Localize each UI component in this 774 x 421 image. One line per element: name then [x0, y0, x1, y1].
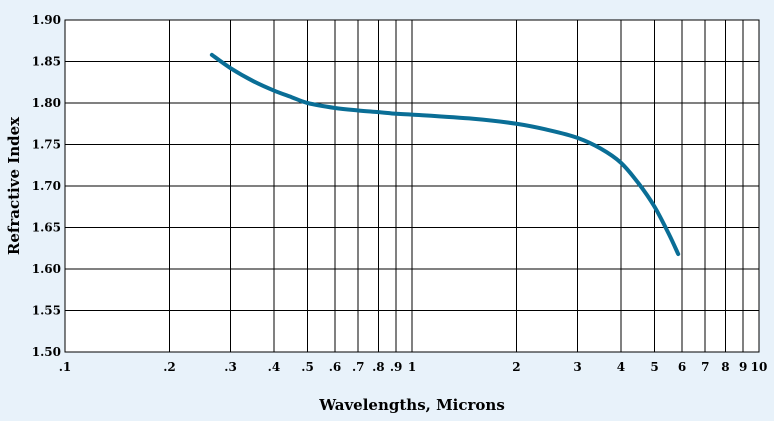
series-layer	[209, 52, 681, 257]
y-tick-label: 1.60	[32, 262, 61, 276]
tick-labels: .1 .2 .3 .4 .5 .6 .7 .8 .9 1 2 3 4 5 6 7 8 9 10 1.50 1.55 1.6…	[32, 13, 768, 374]
y-axis-title: Refractive Index	[5, 116, 23, 255]
x-tick-label: 6	[678, 360, 686, 374]
x-tick-label: 8	[721, 360, 729, 374]
y-tick-label: 1.55	[32, 304, 61, 318]
x-tick-label: 5	[650, 360, 658, 374]
x-tick-label: .9	[390, 360, 403, 374]
x-tick-label: .5	[301, 360, 314, 374]
x-tick-label: .3	[224, 360, 237, 374]
x-tick-label: .6	[329, 360, 342, 374]
x-tick-label: .4	[268, 360, 281, 374]
y-tick-label: 1.50	[32, 345, 61, 359]
y-tick-label: 1.90	[32, 13, 61, 27]
x-tick-label: .1	[59, 360, 72, 374]
x-tick-label: 4	[617, 360, 625, 374]
x-tick-label: 1	[408, 360, 416, 374]
x-tick-label: .8	[372, 360, 385, 374]
y-tick-label: 1.85	[32, 55, 61, 69]
y-tick-label: 1.80	[32, 96, 61, 110]
y-tick-label: 1.70	[32, 179, 61, 193]
x-axis-title: Wavelengths, Microns	[318, 396, 505, 414]
y-tick-label: 1.75	[32, 138, 61, 152]
x-tick-label: 10	[751, 360, 768, 374]
x-tick-label: .7	[352, 360, 365, 374]
x-tick-label: 2	[512, 360, 520, 374]
x-tick-label: .2	[163, 360, 176, 374]
refractive-index-curve	[209, 52, 681, 257]
y-tick-label: 1.65	[32, 221, 61, 235]
x-tick-label: 3	[573, 360, 581, 374]
x-tick-label: 9	[739, 360, 747, 374]
x-tick-label: 7	[701, 360, 709, 374]
grid	[64, 19, 760, 353]
